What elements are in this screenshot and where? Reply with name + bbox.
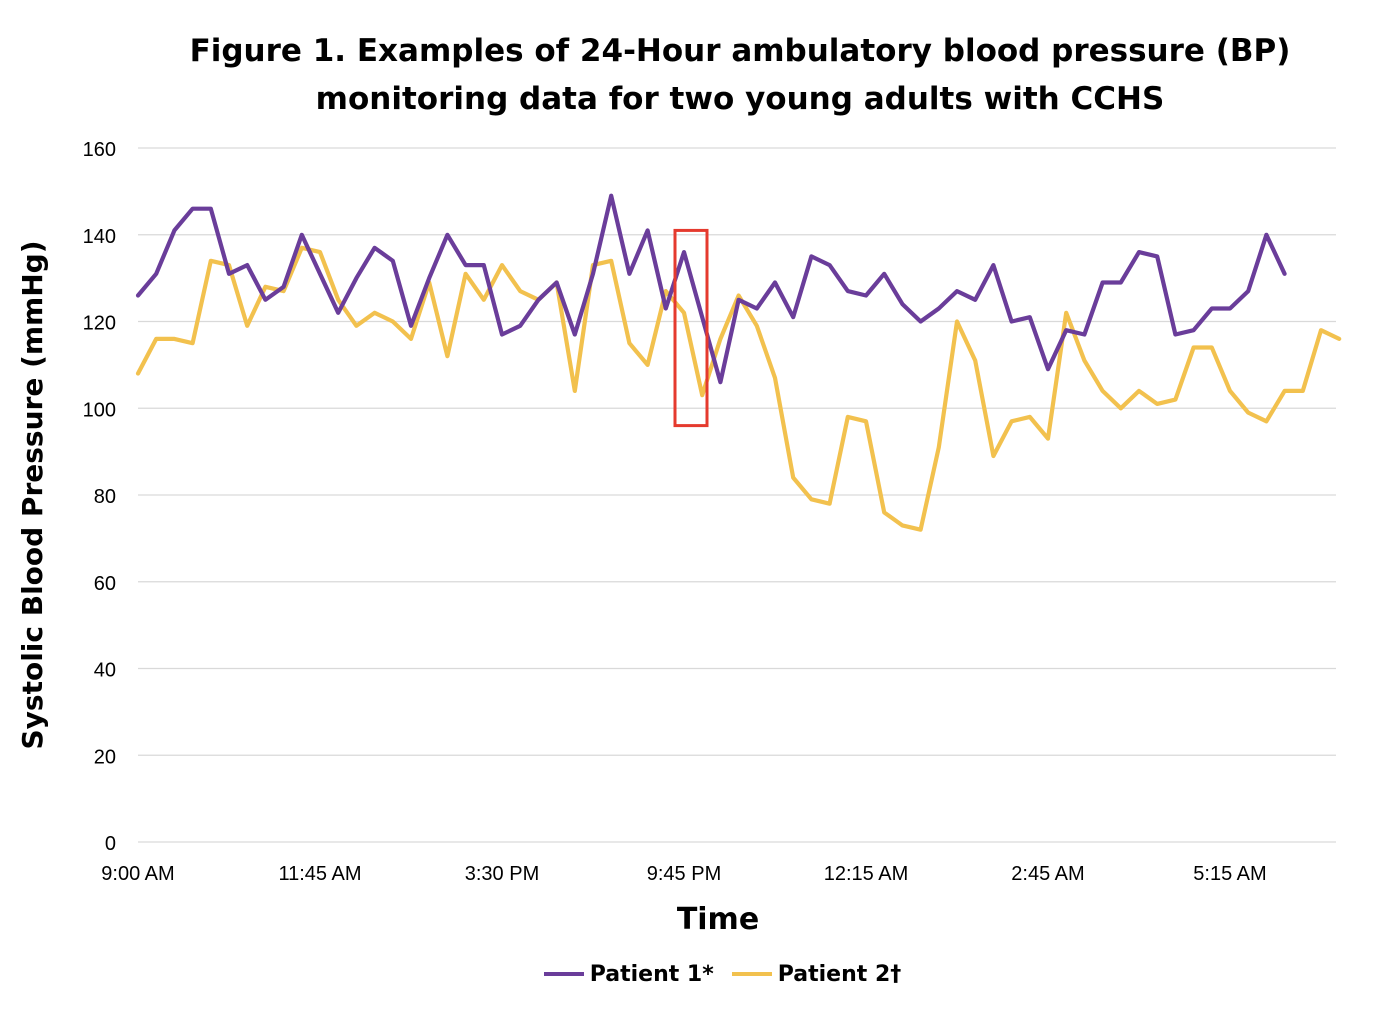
y-axis-label: Systolic Blood Pressure (mmHg) bbox=[16, 240, 49, 750]
legend: Patient 1* Patient 2† bbox=[0, 954, 1390, 994]
y-tick-label: 140 bbox=[83, 226, 116, 248]
x-tick-label: 5:15 AM bbox=[1193, 863, 1266, 885]
y-tick-label: 0 bbox=[105, 833, 116, 855]
x-tick-label: 12:15 AM bbox=[824, 863, 909, 885]
legend-label-patient-2: Patient 2† bbox=[777, 961, 902, 987]
y-tick-label: 100 bbox=[83, 399, 116, 421]
y-tick-label: 20 bbox=[94, 746, 116, 768]
y-tick-label: 40 bbox=[94, 660, 116, 682]
highlight-box bbox=[673, 228, 709, 428]
x-tick-label: 11:45 AM bbox=[278, 863, 361, 885]
x-tick-label: 3:30 PM bbox=[465, 863, 539, 885]
series-line-patient-2 bbox=[135, 245, 1342, 532]
series-line-patient-1 bbox=[135, 193, 1287, 385]
legend-swatch-patient-1 bbox=[543, 972, 584, 976]
x-tick-label: 2:45 AM bbox=[1011, 863, 1084, 885]
x-axis-label: Time bbox=[676, 902, 760, 937]
y-tick-label: 60 bbox=[94, 573, 116, 595]
legend-label-patient-1: Patient 1* bbox=[589, 961, 714, 987]
legend-swatch-patient-2 bbox=[731, 972, 772, 976]
y-tick-label: 120 bbox=[83, 313, 116, 335]
chart-title-line-1: Figure 1. Examples of 24-Hour ambulatory… bbox=[189, 33, 1291, 69]
legend-entry-patient-2: Patient 2† bbox=[731, 961, 902, 987]
y-tick-label: 80 bbox=[94, 486, 116, 508]
y-tick-label: 160 bbox=[83, 139, 116, 161]
legend-entry-patient-1: Patient 1* bbox=[543, 961, 714, 987]
x-tick-label: 9:00 AM bbox=[101, 863, 174, 885]
chart-title-line-2: monitoring data for two young adults wit… bbox=[315, 81, 1165, 117]
x-tick-label: 9:45 PM bbox=[647, 863, 721, 885]
